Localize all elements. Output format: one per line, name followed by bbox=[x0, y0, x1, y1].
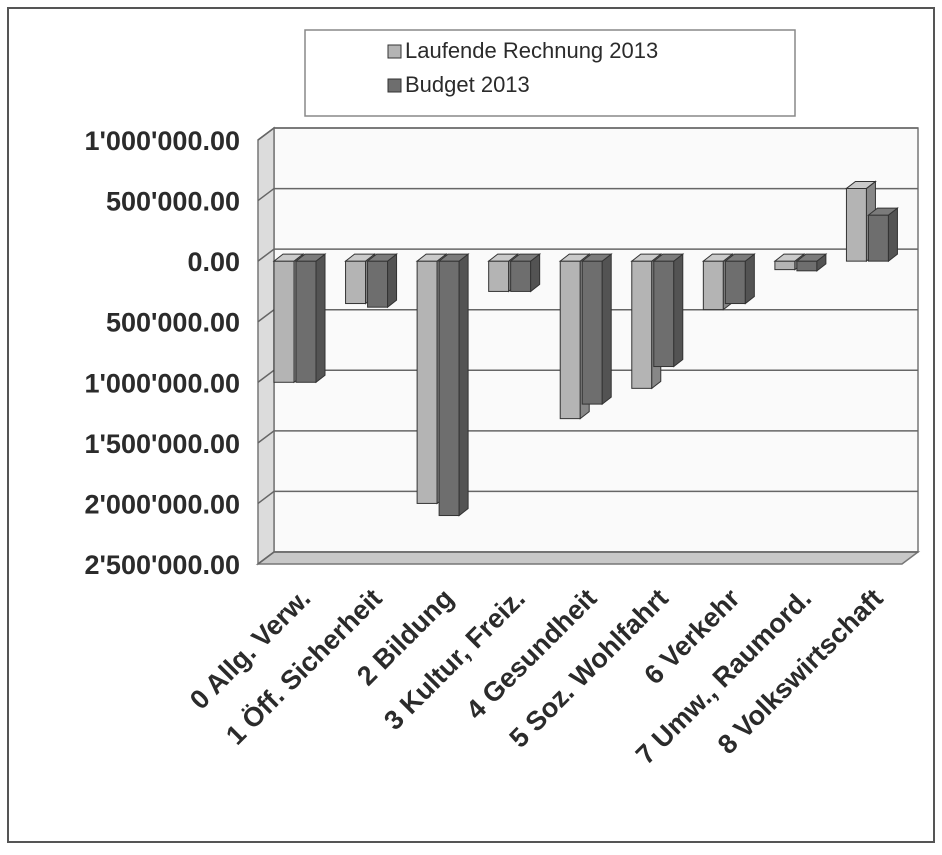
y-tick-label: 500'000.00 bbox=[106, 187, 240, 217]
bar bbox=[437, 253, 470, 517]
bar bbox=[866, 207, 899, 263]
bars bbox=[272, 180, 899, 517]
bar-front bbox=[653, 260, 675, 368]
bar-front bbox=[702, 260, 724, 311]
bar-top bbox=[773, 253, 806, 262]
bar-front bbox=[867, 214, 889, 262]
bar-front bbox=[367, 260, 389, 308]
legend-label: Budget 2013 bbox=[405, 72, 530, 97]
chart-border bbox=[7, 7, 935, 843]
bar-side bbox=[387, 253, 398, 309]
bar-front bbox=[295, 260, 317, 383]
bar-front bbox=[631, 260, 653, 389]
bar-top bbox=[272, 253, 305, 262]
bar-front bbox=[510, 260, 532, 292]
y-tick-label: 1'000'000.00 bbox=[85, 368, 241, 398]
bar bbox=[795, 253, 828, 272]
bar-top bbox=[509, 253, 542, 262]
bar-top bbox=[866, 207, 899, 216]
plot-floor bbox=[255, 551, 921, 565]
bar-top bbox=[580, 253, 613, 262]
bar-front bbox=[774, 260, 796, 271]
bar-front bbox=[581, 260, 603, 405]
bar-top bbox=[344, 253, 377, 262]
legend: Laufende Rechnung 2013 Budget 2013 bbox=[304, 29, 796, 117]
bar bbox=[509, 253, 542, 293]
y-axis-tick-labels: 1'000'000.00 500'000.00 0.00 500'000.00 1'00… bbox=[85, 126, 241, 580]
bar-side bbox=[458, 253, 469, 517]
gridline bbox=[257, 490, 918, 505]
bar-top bbox=[701, 253, 734, 262]
bar-side bbox=[744, 253, 755, 305]
bar-top bbox=[415, 253, 448, 262]
bar bbox=[723, 253, 756, 305]
y-tick-label: 2'000'000.00 bbox=[85, 489, 241, 519]
bar-front bbox=[488, 260, 510, 292]
bar-front bbox=[438, 260, 460, 517]
bar-top bbox=[366, 253, 399, 262]
bar-top bbox=[487, 253, 520, 262]
gridline bbox=[257, 187, 918, 202]
bar bbox=[366, 253, 399, 309]
bar bbox=[580, 253, 613, 406]
bar-top bbox=[723, 253, 756, 262]
bar-side bbox=[887, 207, 898, 263]
y-tick-label: 0.00 bbox=[187, 247, 240, 277]
bar-front bbox=[796, 260, 818, 272]
y-tick-label: 1'000'000.00 bbox=[85, 126, 241, 156]
gridline bbox=[257, 127, 918, 141]
bar-side bbox=[601, 253, 612, 406]
bar-top bbox=[795, 253, 828, 262]
y-tick-label: 500'000.00 bbox=[106, 308, 240, 338]
bar-side bbox=[673, 253, 684, 368]
gridlines bbox=[257, 127, 918, 565]
bar-front bbox=[845, 187, 867, 262]
y-tick-label: 1'500'000.00 bbox=[85, 429, 241, 459]
bar bbox=[294, 253, 327, 384]
gridline bbox=[257, 248, 918, 262]
gridline bbox=[257, 430, 918, 444]
bar-top bbox=[630, 253, 663, 262]
legend-box bbox=[304, 29, 796, 117]
bar-top bbox=[294, 253, 327, 262]
bar bbox=[652, 253, 685, 368]
legend-swatch bbox=[387, 44, 402, 59]
gridline bbox=[257, 551, 918, 565]
bar-top bbox=[437, 253, 470, 262]
bar-top bbox=[558, 253, 591, 262]
bar-side bbox=[315, 253, 326, 384]
bar-front bbox=[345, 260, 367, 305]
bar-top bbox=[844, 180, 877, 189]
bar-front bbox=[416, 260, 438, 504]
y-tick-label: 2'500'000.00 bbox=[85, 550, 241, 580]
bar-front bbox=[273, 260, 295, 383]
bar-front bbox=[559, 260, 581, 420]
plot-side-wall bbox=[257, 126, 275, 566]
legend-swatch bbox=[387, 78, 402, 93]
legend-label: Laufende Rechnung 2013 bbox=[405, 38, 658, 63]
bar-front bbox=[724, 260, 746, 305]
bar-top bbox=[652, 253, 685, 262]
